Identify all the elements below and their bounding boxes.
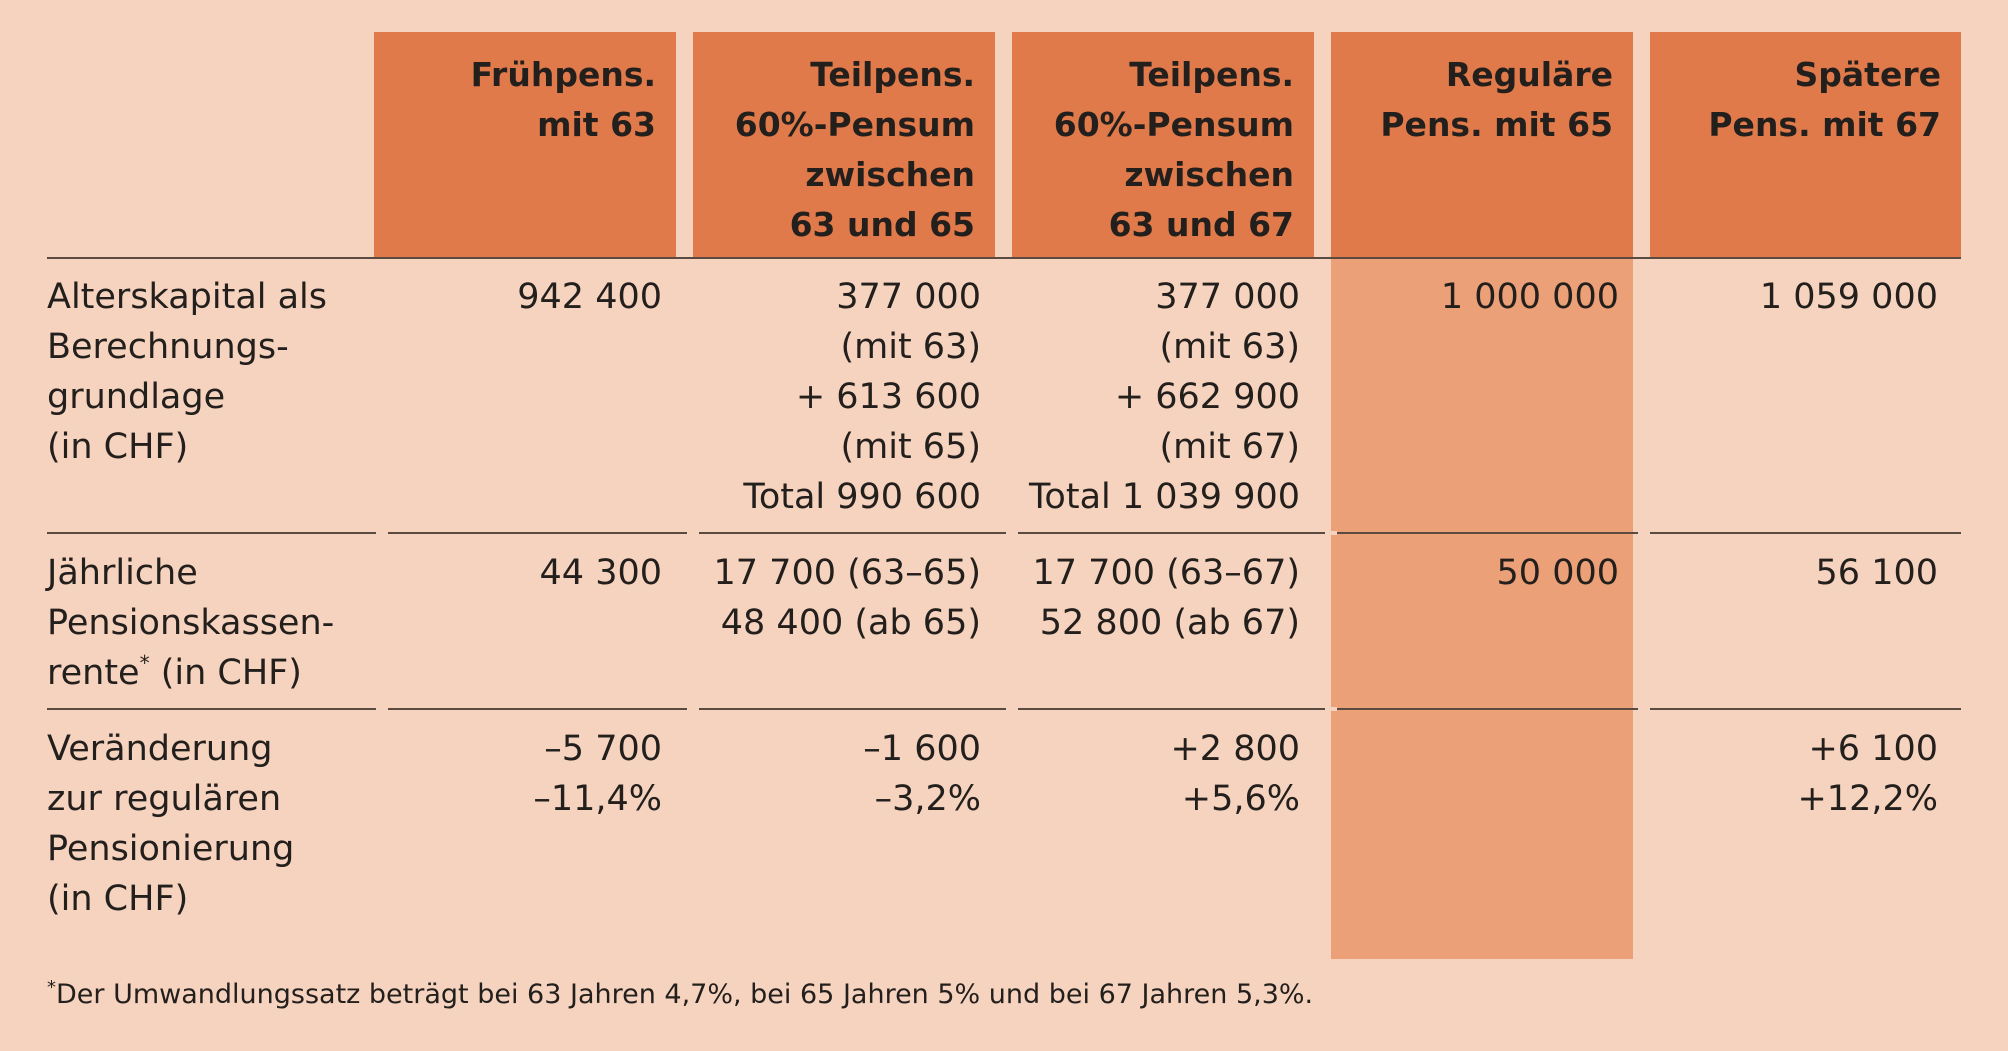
cell-alterskapital-regulaer: 1 000 000 bbox=[1441, 272, 1619, 322]
header-line: Teilpens. bbox=[1129, 55, 1294, 94]
rule-gap bbox=[1638, 707, 1650, 711]
rule-gap bbox=[687, 531, 699, 535]
label-line: (in CHF) bbox=[47, 879, 189, 919]
rule-gap bbox=[1325, 707, 1337, 711]
value-line: 52 800 (ab 67) bbox=[1039, 603, 1300, 643]
value-line: 1 059 000 bbox=[1759, 277, 1938, 317]
footnote-marker: * bbox=[47, 977, 56, 998]
label-line: grundlage bbox=[47, 377, 226, 417]
value-line: Total 990 600 bbox=[743, 477, 981, 517]
label-text: rente bbox=[47, 653, 140, 693]
label-line: Alterskapital als bbox=[47, 277, 328, 317]
value-line: –5 700 bbox=[544, 729, 662, 769]
value-line: 48 400 (ab 65) bbox=[720, 603, 981, 643]
footnote-text: Der Umwandlungssatz beträgt bei 63 Jahre… bbox=[56, 979, 1314, 1010]
cell-veraenderung-spaeter: +6 100 +12,2% bbox=[1797, 724, 1938, 824]
label-line: rente* (in CHF) bbox=[47, 648, 377, 698]
column-header-spaetere-pension: Spätere Pens. mit 67 bbox=[1650, 32, 1961, 258]
cell-veraenderung-fruehpension: –5 700 –11,4% bbox=[533, 724, 662, 824]
value-line: 942 400 bbox=[517, 277, 662, 317]
value-line: 50 000 bbox=[1496, 553, 1619, 593]
header-line: Teilpens. bbox=[810, 55, 975, 94]
value-line: 1 000 000 bbox=[1440, 277, 1619, 317]
value-line: +5,6% bbox=[1181, 779, 1300, 819]
header-line: zwischen bbox=[805, 155, 975, 194]
header-line: Pens. mit 65 bbox=[1380, 105, 1613, 144]
column-header-teilpension-65: Teilpens. 60%-Pensum zwischen 63 und 65 bbox=[693, 32, 995, 258]
rule-header bbox=[47, 257, 1961, 259]
value-line: 56 100 bbox=[1815, 553, 1938, 593]
cell-veraenderung-teilpension-67: +2 800 +5,6% bbox=[1170, 724, 1300, 824]
value-line: –11,4% bbox=[533, 779, 662, 819]
value-line: (mit 63) bbox=[1159, 327, 1300, 367]
cell-rente-fruehpension: 44 300 bbox=[540, 548, 662, 598]
rule-gap bbox=[1006, 707, 1018, 711]
cell-alterskapital-spaeter: 1 059 000 bbox=[1760, 272, 1938, 322]
value-line: (mit 67) bbox=[1159, 427, 1300, 467]
row-label-veraenderung: Veränderung zur regulären Pensionierung … bbox=[47, 724, 377, 924]
value-line: (mit 63) bbox=[840, 327, 981, 367]
rule-row-1 bbox=[47, 532, 1961, 534]
label-line: Berechnungs- bbox=[47, 327, 289, 367]
rule-gap bbox=[1638, 531, 1650, 535]
label-line: Jährliche bbox=[47, 553, 198, 593]
header-line: Reguläre bbox=[1445, 55, 1613, 94]
footnote: *Der Umwandlungssatz beträgt bei 63 Jahr… bbox=[47, 975, 1313, 1015]
value-line: +6 100 bbox=[1808, 729, 1938, 769]
value-line: +2 800 bbox=[1170, 729, 1300, 769]
value-line: 377 000 bbox=[1155, 277, 1300, 317]
rule-gap bbox=[1006, 531, 1018, 535]
cell-rente-teilpension-67: 17 700 (63–67) 52 800 (ab 67) bbox=[1033, 548, 1300, 648]
value-line: +12,2% bbox=[1797, 779, 1938, 819]
label-line: zur regulären bbox=[47, 779, 282, 819]
cell-rente-regulaer: 50 000 bbox=[1497, 548, 1619, 598]
header-line: Pens. mit 67 bbox=[1708, 105, 1941, 144]
row-label-alterskapital: Alterskapital als Berechnungs- grundlage… bbox=[47, 272, 377, 472]
rule-gap bbox=[376, 531, 388, 535]
cell-alterskapital-teilpension-65: 377 000 (mit 63) + 613 600 (mit 65) Tota… bbox=[743, 272, 981, 522]
value-line: 17 700 (63–67) bbox=[1032, 553, 1300, 593]
value-line: Total 1 039 900 bbox=[1029, 477, 1300, 517]
label-line: Pensionskassen- bbox=[47, 603, 335, 643]
header-line: 60%-Pensum bbox=[734, 105, 975, 144]
label-line: Veränderung bbox=[47, 729, 273, 769]
value-line: 44 300 bbox=[539, 553, 662, 593]
header-line: 63 und 65 bbox=[789, 205, 975, 244]
value-line: + 613 600 bbox=[795, 377, 981, 417]
value-line: + 662 900 bbox=[1114, 377, 1300, 417]
cell-rente-spaeter: 56 100 bbox=[1816, 548, 1938, 598]
rule-row-2 bbox=[47, 708, 1961, 710]
column-header-teilpension-67: Teilpens. 60%-Pensum zwischen 63 und 67 bbox=[1012, 32, 1314, 258]
header-line: 60%-Pensum bbox=[1053, 105, 1294, 144]
label-line: (in CHF) bbox=[47, 427, 189, 467]
cell-alterskapital-fruehpension: 942 400 bbox=[517, 272, 662, 322]
value-line: –3,2% bbox=[874, 779, 981, 819]
header-line: zwischen bbox=[1124, 155, 1294, 194]
cell-rente-teilpension-65: 17 700 (63–65) 48 400 (ab 65) bbox=[714, 548, 981, 648]
highlight-column-regular bbox=[1331, 258, 1633, 959]
header-line: Frühpens. bbox=[470, 55, 656, 94]
value-line: (mit 65) bbox=[840, 427, 981, 467]
column-header-regulaere-pension: Reguläre Pens. mit 65 bbox=[1331, 32, 1633, 258]
cell-veraenderung-teilpension-65: –1 600 –3,2% bbox=[863, 724, 981, 824]
label-text: (in CHF) bbox=[149, 653, 302, 693]
value-line: 17 700 (63–65) bbox=[713, 553, 981, 593]
cell-alterskapital-teilpension-67: 377 000 (mit 63) + 662 900 (mit 67) Tota… bbox=[1029, 272, 1300, 522]
value-line: –1 600 bbox=[863, 729, 981, 769]
rule-gap bbox=[376, 707, 388, 711]
value-line: 377 000 bbox=[836, 277, 981, 317]
row-label-jaehrliche-rente: Jährliche Pensionskassen- rente* (in CHF… bbox=[47, 548, 377, 698]
rule-gap bbox=[687, 707, 699, 711]
footnote-marker: * bbox=[139, 651, 150, 675]
column-header-fruehpension: Frühpens. mit 63 bbox=[374, 32, 676, 258]
label-line: Pensionierung bbox=[47, 829, 295, 869]
header-line: Spätere bbox=[1794, 55, 1941, 94]
rule-gap bbox=[1325, 531, 1337, 535]
header-line: mit 63 bbox=[537, 105, 656, 144]
header-line: 63 und 67 bbox=[1108, 205, 1294, 244]
